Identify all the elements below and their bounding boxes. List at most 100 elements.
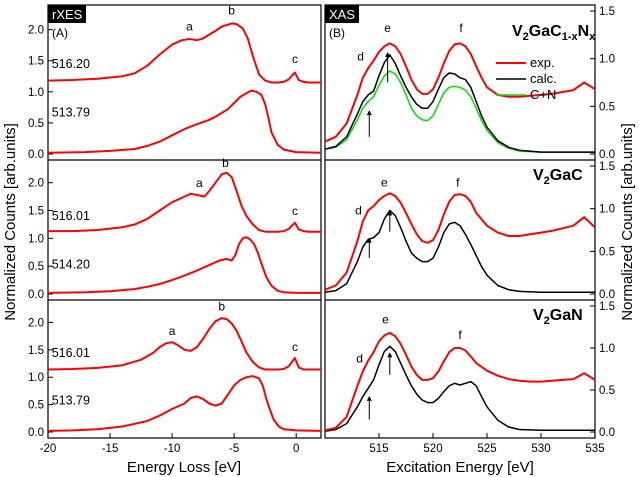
peak-label-a-r1-2: c [292, 204, 298, 218]
compound-label-row3: V2GaN [533, 307, 583, 327]
y-axis-label-left: Normalized Counts [arb.units] [2, 123, 19, 321]
y-tick-label-a-r2-4: 2.0 [28, 317, 44, 329]
y-tick-label-a-r0-4: 2.0 [28, 25, 44, 37]
y-tick-label-b-r1-3: 1.5 [599, 161, 615, 173]
legend-label-cn: C+N [530, 87, 556, 102]
y-tick-label-b-r2-1: 0.5 [599, 385, 615, 397]
panel-a-frame [47, 4, 322, 439]
x-tick-label-a-1: -15 [102, 443, 119, 455]
series-line-a-r2-1 [47, 375, 322, 432]
legend: exp. calc. C+N [496, 55, 557, 102]
x-axis-label-b: Excitation Energy [eV] [386, 459, 534, 476]
peak-label-a-r1-0: a [196, 176, 203, 190]
peak-label-b-r0-1: e [384, 21, 391, 35]
compound-label-row1: V2GaC1-xNx [512, 23, 596, 43]
series-line-b-r0-1 [324, 54, 595, 153]
x-tick-label-b-0: 515 [369, 443, 388, 455]
series-line-b-r1-1 [324, 209, 595, 294]
series-line-a-r1-0 [48, 171, 321, 233]
x-tick-label-a-3: -5 [229, 443, 239, 455]
y-tick-label-a-r0-2: 1.0 [28, 87, 44, 99]
panel-b-frame [324, 4, 596, 439]
series-line-a-r1-1 [47, 236, 321, 294]
y-tick-label-b-r2-0: 0.0 [599, 427, 615, 439]
peak-label-b-r2-2: f [458, 328, 462, 342]
x-axis-label-a: Energy Loss [eV] [127, 459, 241, 476]
panel-a-plot: -20 -15 -10 -5 0 0.0 0.5 1.0 1.5 2.0 a b c 516.20 513.… [28, 4, 322, 455]
arrow-head-b-r0-1 [385, 51, 391, 57]
series-line-b-r0-0 [324, 42, 596, 143]
peak-label-a-r2-0: a [169, 324, 176, 338]
y-tick-label-a-r2-2: 1.0 [28, 372, 44, 384]
y-tick-label-a-r0-1: 0.5 [28, 118, 44, 130]
peak-label-a-r0-1: b [228, 4, 235, 18]
y-tick-label-a-r1-4: 2.0 [28, 178, 44, 190]
y-tick-label-a-r2-1: 0.5 [28, 400, 44, 412]
panel-b-plot: 515 520 525 530 535 0.0 0.5 1.0 1.5 d e f 0.0 0.5 1.0 1… [324, 6, 615, 455]
rxes-tag-bg [48, 5, 86, 23]
legend-label-calc: calc. [530, 71, 557, 86]
panel-b-letter: (B) [329, 26, 345, 40]
legend-label-exp: exp. [530, 55, 555, 70]
xas-tag-bg [325, 5, 359, 23]
y-tick-label-b-r2-2: 1.0 [599, 343, 615, 355]
x-tick-label-b-2: 525 [477, 443, 496, 455]
rxes-tag: rXES [52, 7, 83, 22]
peak-label-a-r1-1: b [222, 156, 229, 170]
peak-label-b-r1-2: f [456, 175, 460, 189]
arrow-head-b-r2-0 [366, 395, 372, 401]
y-tick-label-a-r2-3: 1.5 [28, 345, 44, 357]
x-tick-label-b-3: 530 [531, 443, 550, 455]
x-tick-label-a-0: -20 [40, 443, 57, 455]
y-tick-label-b-r1-0: 0.0 [599, 289, 615, 301]
compound-label-row2: V2GaC [533, 167, 583, 187]
peak-label-b-r0-0: d [357, 50, 364, 64]
energy-label-a-r1-1: 514.20 [52, 257, 90, 271]
arrow-head-b-r1-1 [387, 210, 393, 216]
y-tick-label-b-r2-3: 1.5 [599, 301, 615, 313]
peak-label-b-r1-1: e [381, 175, 388, 189]
series-line-b-r2-0 [324, 331, 596, 432]
peak-label-a-r2-1: b [218, 299, 225, 313]
y-tick-label-a-r0-0: 0.0 [28, 149, 44, 161]
series-line-a-r2-0 [47, 317, 321, 371]
series-line-b-r1-0 [324, 192, 596, 291]
series-line-b-r0-2 [324, 70, 595, 153]
peak-label-b-r2-0: d [356, 351, 363, 365]
energy-label-a-r2-0: 516.01 [52, 346, 90, 360]
energy-label-a-r0-0: 516.20 [52, 57, 90, 71]
peak-label-b-r1-0: d [355, 204, 362, 218]
peak-label-a-r2-2: c [292, 340, 298, 354]
y-tick-label-a-r1-2: 1.0 [28, 233, 44, 245]
y-tick-label-a-r1-1: 0.5 [28, 261, 44, 273]
arrow-head-b-r2-1 [387, 352, 393, 358]
peak-label-a-r0-0: a [186, 19, 193, 33]
y-tick-label-a-r2-0: 0.0 [28, 427, 44, 439]
series-line-a-r0-0 [47, 22, 321, 84]
y-tick-label-a-r0-3: 1.5 [28, 56, 44, 68]
energy-label-a-r2-1: 513.79 [52, 394, 90, 408]
y-tick-label-b-r0-3: 1.5 [599, 6, 615, 18]
series-line-b-r2-1 [324, 345, 595, 432]
peak-label-b-r0-2: f [459, 21, 463, 35]
peak-label-a-r0-2: c [292, 52, 298, 66]
xas-tag: XAS [329, 7, 355, 22]
x-tick-label-b-1: 520 [423, 443, 442, 455]
y-axis-label-right: Normalized Counts [arb.units] [619, 123, 636, 321]
x-tick-label-a-4: 0 [293, 443, 299, 455]
peak-label-b-r2-1: e [382, 313, 389, 327]
arrow-head-b-r0-0 [366, 110, 372, 116]
y-tick-label-b-r0-0: 0.0 [599, 149, 615, 161]
y-tick-label-a-r1-0: 0.0 [28, 289, 44, 301]
y-tick-label-b-r0-2: 1.0 [599, 54, 615, 66]
panel-a-letter: (A) [52, 26, 68, 40]
x-tick-label-a-2: -10 [164, 443, 181, 455]
series-line-a-r0-1 [47, 89, 322, 154]
y-tick-label-b-r0-1: 0.5 [599, 101, 615, 113]
arrow-head-b-r1-0 [366, 237, 372, 243]
y-tick-label-a-r1-3: 1.5 [28, 206, 44, 218]
x-tick-label-b-4: 535 [585, 443, 604, 455]
energy-label-a-r0-1: 513.79 [52, 106, 90, 120]
y-tick-label-b-r1-2: 1.0 [599, 204, 615, 216]
